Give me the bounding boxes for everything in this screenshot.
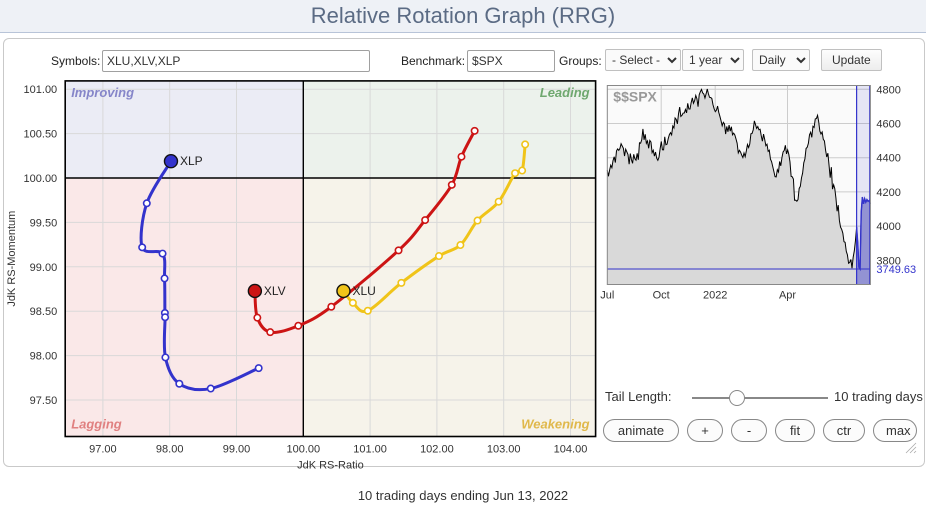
svg-text:98.50: 98.50 <box>30 306 58 318</box>
svg-text:Apr: Apr <box>779 290 796 302</box>
svg-text:4800: 4800 <box>876 84 900 96</box>
svg-text:99.00: 99.00 <box>223 444 251 456</box>
svg-text:4400: 4400 <box>876 153 900 165</box>
svg-text:4200: 4200 <box>876 187 900 199</box>
svg-text:103.00: 103.00 <box>487 444 521 456</box>
svg-text:104.00: 104.00 <box>554 444 588 456</box>
svg-text:100.00: 100.00 <box>24 173 58 185</box>
svg-text:JdK RS-Ratio: JdK RS-Ratio <box>297 460 364 472</box>
svg-text:JdK RS-Momentum: JdK RS-Momentum <box>6 211 18 307</box>
svg-text:99.00: 99.00 <box>30 262 58 274</box>
svg-text:Weakening: Weakening <box>521 417 589 432</box>
svg-text:101.00: 101.00 <box>353 444 387 456</box>
svg-text:4000: 4000 <box>876 221 900 233</box>
svg-text:XLU: XLU <box>352 284 375 298</box>
svg-text:Oct: Oct <box>653 290 670 302</box>
svg-text:4600: 4600 <box>876 119 900 131</box>
svg-text:101.00: 101.00 <box>24 84 58 96</box>
svg-text:XLV: XLV <box>264 284 286 298</box>
svg-text:97.00: 97.00 <box>89 444 117 456</box>
svg-text:Leading: Leading <box>540 85 590 100</box>
svg-text:97.50: 97.50 <box>30 395 58 407</box>
svg-text:2022: 2022 <box>703 290 727 302</box>
svg-text:100.50: 100.50 <box>24 129 58 141</box>
svg-text:Lagging: Lagging <box>71 417 122 432</box>
svg-text:99.50: 99.50 <box>30 217 58 229</box>
svg-text:3749.63: 3749.63 <box>876 264 916 276</box>
svg-text:XLP: XLP <box>180 154 203 168</box>
svg-text:98.00: 98.00 <box>30 351 58 363</box>
svg-text:102.00: 102.00 <box>420 444 454 456</box>
svg-text:Improving: Improving <box>71 85 134 100</box>
svg-text:100.00: 100.00 <box>286 444 320 456</box>
svg-text:98.00: 98.00 <box>156 444 184 456</box>
